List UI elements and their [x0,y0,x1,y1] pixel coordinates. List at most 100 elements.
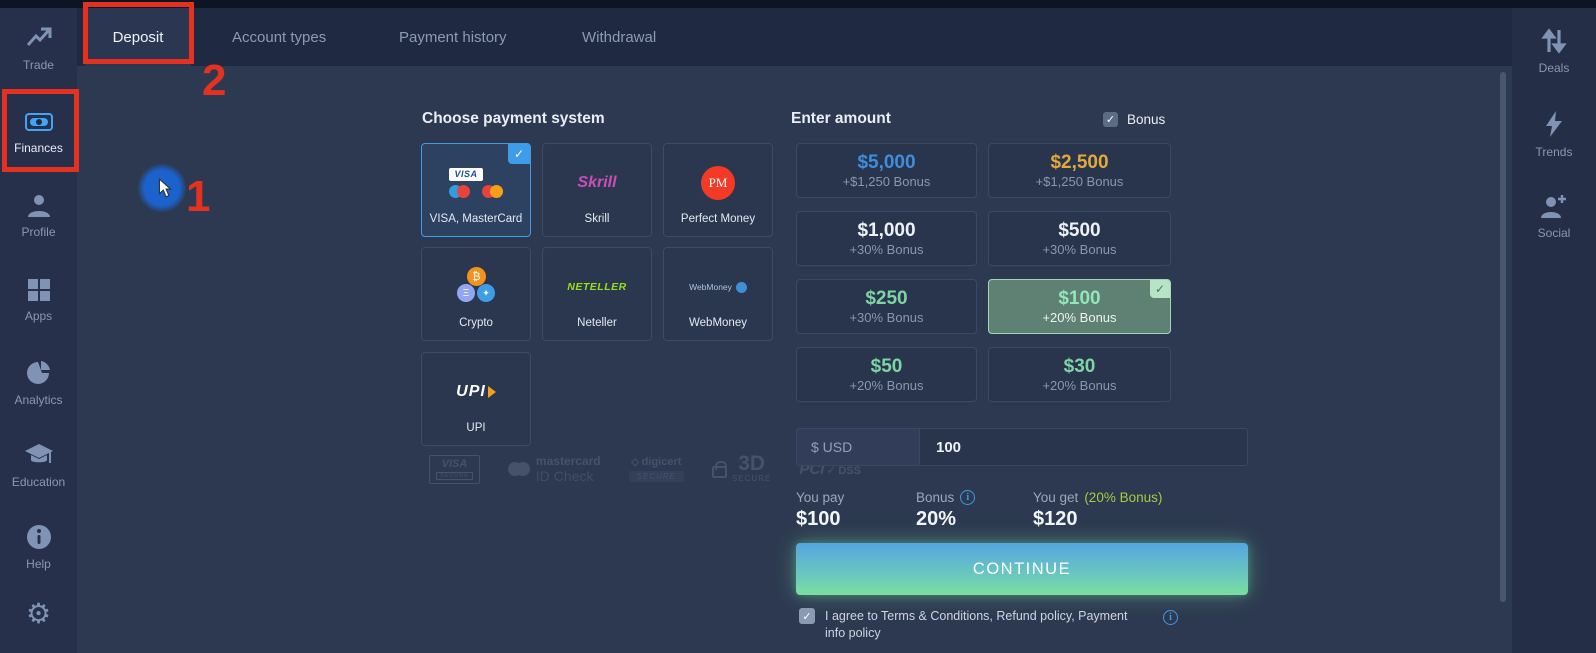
sidebar-item-profile[interactable]: Profile [0,192,77,239]
amount-option-500[interactable]: $500 +30% Bonus [988,211,1171,266]
agreement-info-icon[interactable]: i [1163,610,1178,625]
sidebar-item-finances[interactable]: Finances [0,110,77,155]
amount-option-1000[interactable]: $1,000 +30% Bonus [796,211,977,266]
visa-secure-badge: VISA SECURE [429,454,480,484]
lightning-icon [1543,110,1565,138]
payment-method-label: Perfect Money [680,213,756,225]
gear-icon: ⚙ [25,597,52,630]
amount-option-5000[interactable]: $5,000 +$1,250 Bonus [796,143,977,198]
payment-method-label: Skrill [584,213,610,225]
scrollbar[interactable] [1500,72,1506,602]
tab-payment-history[interactable]: Payment history [399,8,507,66]
sidebar-item-label: Trends [1535,145,1573,159]
tab-deposit[interactable]: Deposit [85,8,191,66]
banknote-icon [24,110,54,134]
amount-option-50[interactable]: $50 +20% Bonus [796,347,977,402]
sidebar-item-settings[interactable]: ⚙ [0,600,77,628]
amount-input[interactable] [920,429,1247,465]
upi-arrow-icon [487,386,496,398]
payment-method-label: Neteller [577,317,617,329]
3d-secure-badge: 3D SECURE [711,453,771,483]
lock-icon [711,460,728,478]
upi-logo: UPI [456,383,486,400]
payment-method-perfect-money[interactable]: PM Perfect Money [663,143,773,237]
amount-option-30[interactable]: $30 +20% Bonus [988,347,1171,402]
you-pay-block: You pay $100 [796,490,844,531]
grid-icon [27,278,51,302]
sidebar-item-education[interactable]: Education [0,442,77,489]
bonus-checkbox-label: Bonus [1127,112,1166,127]
sidebar-item-analytics[interactable]: Analytics [0,360,77,407]
security-badges: VISA SECURE mastercard ID Check digicert… [429,453,861,484]
amount-option-100[interactable]: ✓ $100 +20% Bonus [988,279,1171,334]
digicert-badge: digicert SECURE [628,456,684,482]
visa-mastercard-logo: VISA [422,158,530,208]
mastercard-idcheck-badge: mastercard ID Check [507,454,601,484]
sidebar-item-deals[interactable]: Deals [1512,28,1596,75]
mastercard-circles-icon [482,185,503,198]
payment-method-skrill[interactable]: Skrill Skrill [542,143,652,237]
sidebar-item-social[interactable]: Social [1512,193,1596,240]
sidebar-item-apps[interactable]: Apps [0,278,77,323]
sidebar-item-label: Finances [14,141,63,155]
payment-method-label: Crypto [459,317,493,329]
payment-method-label: VISA, MasterCard [429,213,523,225]
perfect-money-logo: PM [701,166,735,200]
sidebar-item-label: Trade [23,58,54,72]
sidebar-item-label: Help [26,557,51,571]
you-pay-value: $100 [796,508,841,530]
you-get-note: (20% Bonus) [1084,490,1163,505]
bonus-info-icon[interactable]: i [960,490,976,505]
webmoney-logo: WebMoney [689,282,732,292]
you-get-block: You get (20% Bonus) $120 [1033,490,1162,531]
mastercard-circles-icon [507,462,530,476]
mouse-cursor [158,178,173,198]
ethereum-icon: Ξ [457,284,475,302]
choose-payment-title: Choose payment system [422,110,605,127]
agreement-checkbox[interactable]: ✓ [799,608,815,624]
maestro-circles-icon [449,185,470,198]
you-get-value: $120 [1033,508,1078,530]
ripple-icon: ✦ [477,284,495,302]
right-sidebar: Deals Trends Social [1512,8,1596,653]
currency-selector[interactable]: $ USD [797,429,920,465]
selected-check-icon: ✓ [1150,280,1170,298]
selected-check-icon: ✓ [508,144,530,164]
skrill-logo: Skrill [577,174,617,191]
sidebar-item-label: Apps [24,309,53,323]
payment-method-neteller[interactable]: NETELLER Neteller [542,247,652,341]
payment-method-label: UPI [466,422,486,434]
info-icon [26,524,52,550]
amount-option-2500[interactable]: $2,500 +$1,250 Bonus [988,143,1171,198]
tab-label: Deposit [112,28,164,46]
tab-withdrawal[interactable]: Withdrawal [582,8,656,66]
neteller-logo: NETELLER [567,281,627,293]
tab-account-types[interactable]: Account types [232,8,326,66]
agreement-row: ✓ I agree to Terms & Conditions, Refund … [799,608,1143,642]
tab-label: Account types [232,28,327,46]
you-pay-label: You pay [796,490,845,505]
tab-label: Withdrawal [582,28,657,46]
payment-method-label: WebMoney [689,317,747,329]
checkbox-check-icon: ✓ [1103,112,1118,127]
amount-option-250[interactable]: $250 +30% Bonus [796,279,977,334]
payment-method-upi[interactable]: UPI UPI [421,352,531,446]
bonus-value: 20% [916,508,957,530]
pie-chart-icon [26,360,52,386]
sidebar-item-label: Analytics [14,393,63,407]
payment-method-webmoney[interactable]: WebMoney WebMoney [663,247,773,341]
continue-button[interactable]: CONTINUE [796,543,1248,595]
sidebar-item-trade[interactable]: Trade [0,25,77,72]
bonus-label: Bonus [916,490,955,505]
payment-method-visa-mastercard[interactable]: ✓ VISA VISA, MasterCard [421,143,531,237]
sidebar-item-label: Social [1537,226,1571,240]
bonus-block: Bonus i 20% [916,490,976,531]
sidebar-item-help[interactable]: Help [0,524,77,571]
tab-label: Payment history [399,28,507,46]
check-icon: ✓ [826,462,837,477]
bonus-checkbox[interactable]: ✓ Bonus [1103,112,1165,127]
crypto-coins-icon: ₿ Ξ ✦ [454,267,498,307]
sidebar-item-trends[interactable]: Trends [1512,110,1596,159]
payment-method-crypto[interactable]: ₿ Ξ ✦ Crypto [421,247,531,341]
